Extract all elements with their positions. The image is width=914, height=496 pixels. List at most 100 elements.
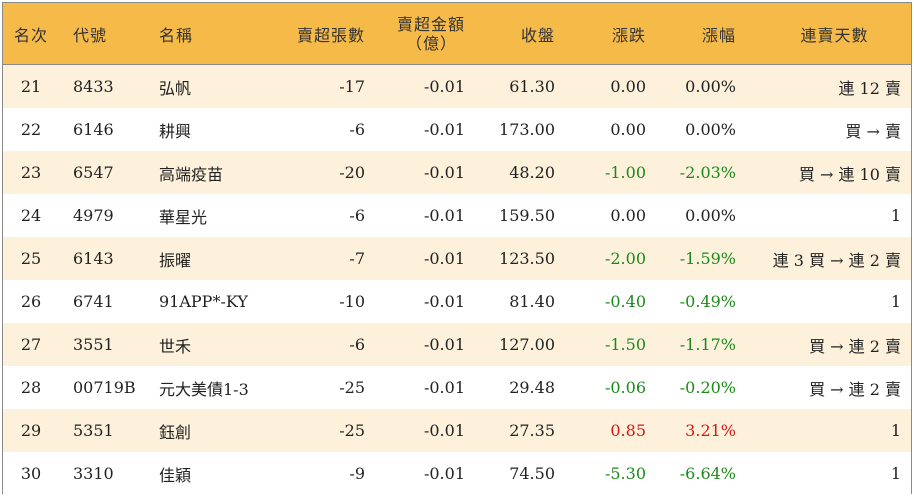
cell-change: -0.40 <box>604 292 646 311</box>
cell-code: 6547 <box>73 163 114 182</box>
cell-close: 48.20 <box>509 163 555 182</box>
table-row: 29 5351 鈺創 -25 -0.01 27.35 0.85 3.21% 1 <box>3 409 911 452</box>
table-header-row: 名次 代號 名稱 賣超張數 賣超金額 （億） 收盤 漲跌 漲幅 連賣天數 <box>3 3 911 65</box>
cell-rank: 24 <box>20 206 42 225</box>
cell-code: 3310 <box>73 464 114 483</box>
cell-change-pct: 3.21% <box>685 421 736 440</box>
header-rank: 名次 <box>13 25 48 45</box>
cell-sell-amount: -0.01 <box>423 378 465 397</box>
cell-sell-lots: -17 <box>339 77 365 96</box>
cell-rank: 30 <box>20 464 42 483</box>
cell-code: 6741 <box>73 292 114 311</box>
cell-sell-lots: -6 <box>349 206 365 225</box>
cell-sell-amount: -0.01 <box>423 120 465 139</box>
cell-change: 0.00 <box>610 206 646 225</box>
cell-change-pct: -0.20% <box>679 378 736 397</box>
cell-streak: 1 <box>890 206 901 225</box>
cell-change: 0.85 <box>610 421 646 440</box>
cell-change: -1.00 <box>604 163 646 182</box>
cell-code: 00719B <box>73 378 136 397</box>
cell-code: 4979 <box>73 206 114 225</box>
cell-streak: 買 → 連 2 賣 <box>809 336 901 356</box>
cell-change-pct: -1.59% <box>679 249 736 268</box>
table-row: 22 6146 耕興 -6 -0.01 173.00 0.00 0.00% 買 → 賣 <box>3 108 911 151</box>
cell-change-pct: -1.17% <box>679 335 736 354</box>
cell-sell-lots: -20 <box>339 163 365 182</box>
cell-sell-amount: -0.01 <box>423 206 465 225</box>
cell-name: 鈺創 <box>159 422 192 442</box>
cell-streak: 買 → 連 2 賣 <box>809 379 901 399</box>
cell-streak: 買 → 連 10 賣 <box>798 164 901 184</box>
cell-sell-lots: -9 <box>349 464 365 483</box>
cell-change-pct: 0.00% <box>685 77 736 96</box>
cell-rank: 21 <box>20 77 42 96</box>
table-row: 27 3551 世禾 -6 -0.01 127.00 -1.50 -1.17% 買 → 連 2 … <box>3 323 911 366</box>
cell-name: 振曜 <box>159 250 192 270</box>
header-sell-amount-title: 賣超金額 <box>396 14 465 34</box>
cell-sell-amount: -0.01 <box>423 292 465 311</box>
cell-rank: 27 <box>20 335 42 354</box>
cell-change-pct: -0.49% <box>679 292 736 311</box>
cell-sell-amount: -0.01 <box>423 335 465 354</box>
cell-close: 74.50 <box>509 464 555 483</box>
cell-close: 27.35 <box>509 421 555 440</box>
cell-close: 123.50 <box>499 249 555 268</box>
cell-sell-lots: -25 <box>339 421 365 440</box>
cell-sell-lots: -10 <box>339 292 365 311</box>
cell-rank: 26 <box>20 292 42 311</box>
cell-sell-lots: -6 <box>349 120 365 139</box>
header-streak: 連賣天數 <box>800 25 869 45</box>
cell-streak: 1 <box>890 421 901 440</box>
cell-change-pct: 0.00% <box>685 206 736 225</box>
cell-rank: 23 <box>20 163 42 182</box>
cell-rank: 25 <box>20 249 42 268</box>
cell-close: 61.30 <box>509 77 555 96</box>
cell-name: 91APP*-KY <box>159 292 248 311</box>
cell-change: -5.30 <box>604 464 646 483</box>
cell-code: 6143 <box>73 249 114 268</box>
header-change: 漲跌 <box>611 25 646 45</box>
cell-streak: 1 <box>890 292 901 311</box>
cell-sell-amount: -0.01 <box>423 421 465 440</box>
table-row: 25 6143 振曜 -7 -0.01 123.50 -2.00 -1.59% 連 3 買 → … <box>3 237 911 280</box>
cell-change-pct: 0.00% <box>685 120 736 139</box>
cell-close: 173.00 <box>499 120 555 139</box>
cell-close: 127.00 <box>499 335 555 354</box>
cell-name: 佳穎 <box>159 465 192 485</box>
cell-rank: 29 <box>20 421 42 440</box>
cell-change-pct: -2.03% <box>679 163 736 182</box>
table-row: 23 6547 高端疫苗 -20 -0.01 48.20 -1.00 -2.03% 買 → 連 … <box>3 151 911 194</box>
cell-change-pct: -6.64% <box>679 464 736 483</box>
cell-sell-lots: -6 <box>349 335 365 354</box>
cell-code: 8433 <box>73 77 114 96</box>
cell-sell-amount: -0.01 <box>423 163 465 182</box>
cell-sell-amount: -0.01 <box>423 464 465 483</box>
cell-name: 世禾 <box>159 336 192 356</box>
header-name: 名稱 <box>159 25 194 45</box>
cell-streak: 連 12 賣 <box>838 78 901 98</box>
cell-streak: 買 → 賣 <box>845 121 901 141</box>
cell-code: 6146 <box>73 120 114 139</box>
cell-name: 耕興 <box>159 121 192 141</box>
cell-code: 5351 <box>73 421 114 440</box>
cell-streak: 連 3 買 → 連 2 賣 <box>772 250 901 270</box>
cell-change: -2.00 <box>604 249 646 268</box>
header-sell-amount: 賣超金額 （億） <box>365 3 465 64</box>
table-row: 21 8433 弘帆 -17 -0.01 61.30 0.00 0.00% 連 12 賣 <box>3 65 911 108</box>
header-change-pct: 漲幅 <box>701 25 736 45</box>
cell-sell-amount: -0.01 <box>423 77 465 96</box>
table-row: 24 4979 華星光 -6 -0.01 159.50 0.00 0.00% 1 <box>3 194 911 237</box>
cell-streak: 1 <box>890 464 901 483</box>
header-code: 代號 <box>73 25 108 45</box>
cell-name: 弘帆 <box>159 78 192 98</box>
table-row: 30 3310 佳穎 -9 -0.01 74.50 -5.30 -6.64% 1 <box>3 452 911 495</box>
cell-rank: 22 <box>20 120 42 139</box>
cell-sell-lots: -7 <box>349 249 365 268</box>
cell-close: 29.48 <box>509 378 555 397</box>
table-body: 21 8433 弘帆 -17 -0.01 61.30 0.00 0.00% 連 12 賣 22 61… <box>3 65 911 495</box>
cell-change: -1.50 <box>604 335 646 354</box>
cell-name: 元大美債1-3 <box>159 379 249 399</box>
table-row: 28 00719B 元大美債1-3 -25 -0.01 29.48 -0.06 -0.20% 買… <box>3 366 911 409</box>
cell-close: 159.50 <box>499 206 555 225</box>
